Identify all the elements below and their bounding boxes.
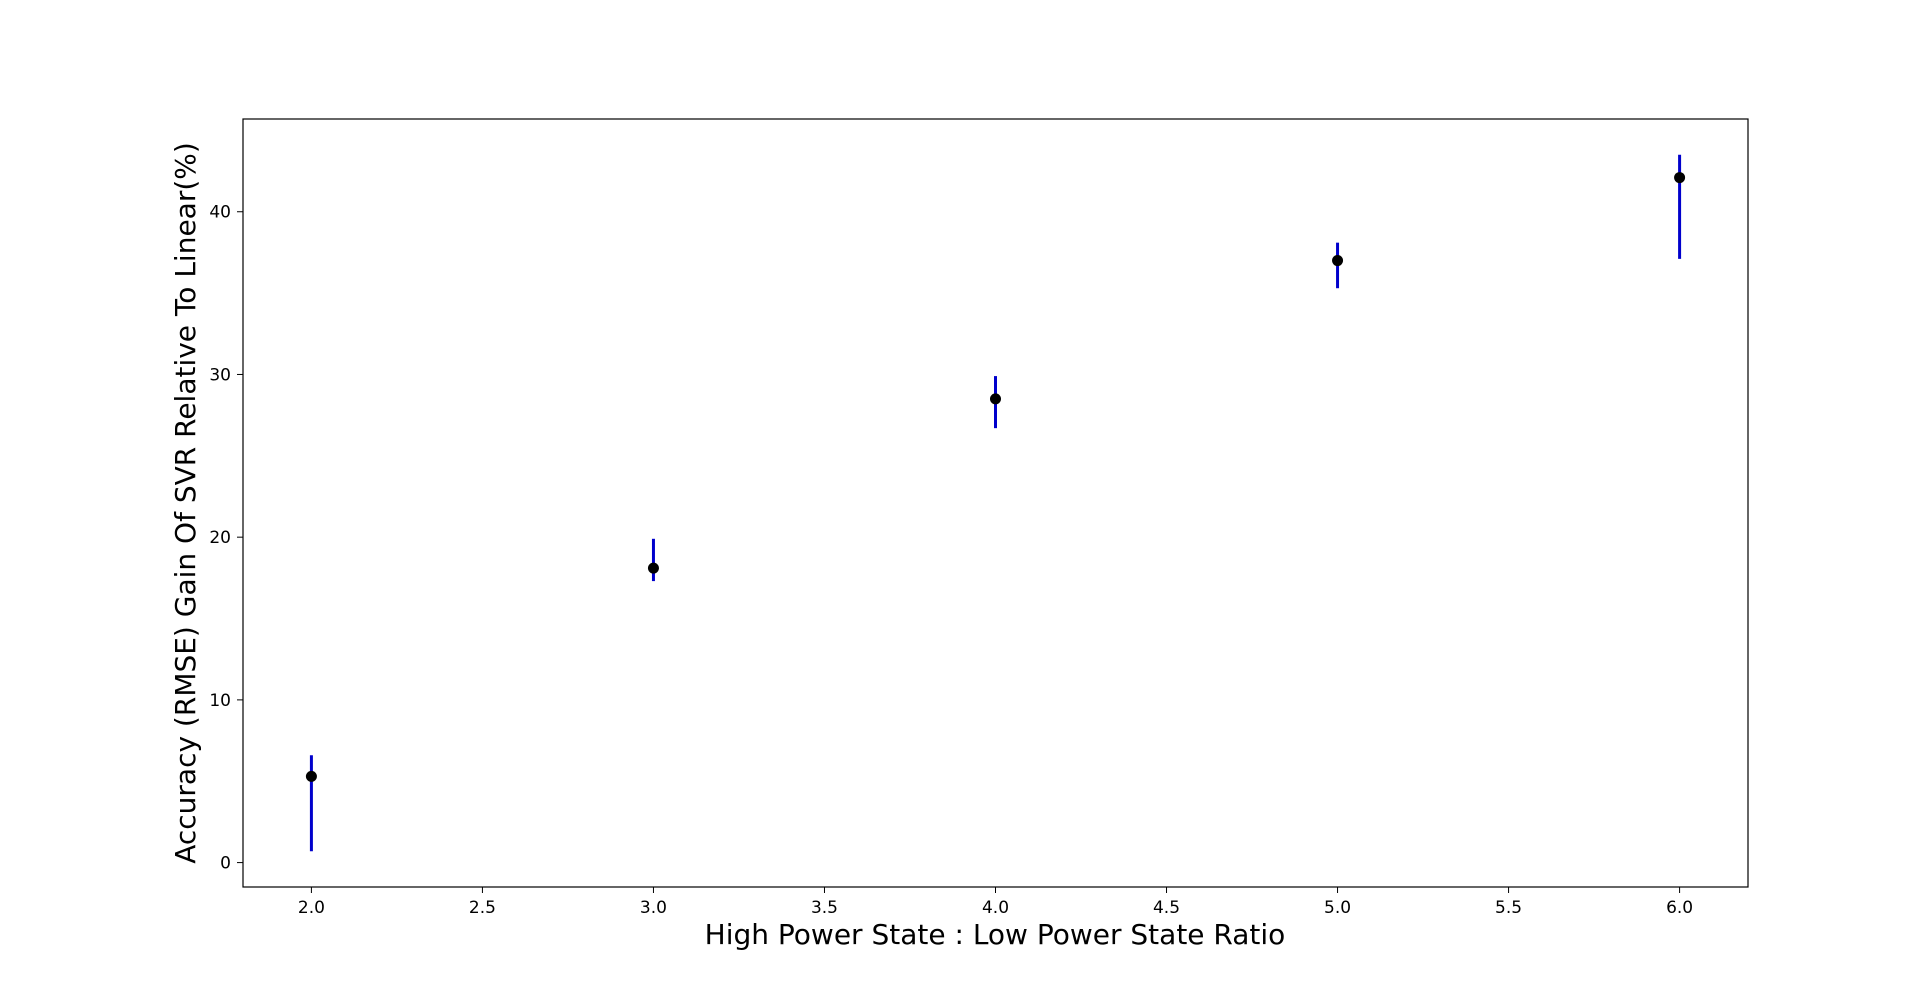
data-point — [647, 562, 659, 574]
x-tick-label: 3.5 — [811, 898, 838, 918]
data-point — [1674, 172, 1686, 184]
data-point — [990, 393, 1001, 405]
x-tick-label: 5.0 — [1324, 898, 1351, 918]
x-axis-ticks: 2.0 2.5 3.0 3.5 4.0 4.5 5.0 5.5 6.0 — [298, 887, 1693, 918]
data-point — [1332, 255, 1344, 267]
x-tick-label: 2.0 — [298, 898, 325, 918]
x-tick-label: 4.0 — [982, 898, 1009, 918]
y-tick-label: 40 — [209, 203, 231, 223]
x-tick-label: 2.5 — [469, 898, 496, 918]
plot-area — [242, 118, 1749, 888]
x-tick-label: 3.0 — [640, 898, 667, 918]
data-points — [305, 172, 1686, 782]
x-tick-label: 5.5 — [1495, 898, 1522, 918]
data-point — [305, 770, 317, 782]
y-axis-ticks: 0 10 20 30 40 — [209, 203, 243, 874]
x-tick-label: 4.5 — [1153, 898, 1180, 918]
y-tick-label: 0 — [220, 854, 231, 874]
y-tick-label: 30 — [209, 365, 231, 385]
y-axis-label: Accuracy (RMSE) Gain Of SVR Relative To … — [169, 142, 202, 864]
x-tick-label: 6.0 — [1666, 898, 1693, 918]
x-axis-label: High Power State : Low Power State Ratio — [705, 918, 1286, 951]
y-tick-label: 10 — [209, 691, 231, 711]
y-tick-label: 20 — [209, 528, 231, 548]
